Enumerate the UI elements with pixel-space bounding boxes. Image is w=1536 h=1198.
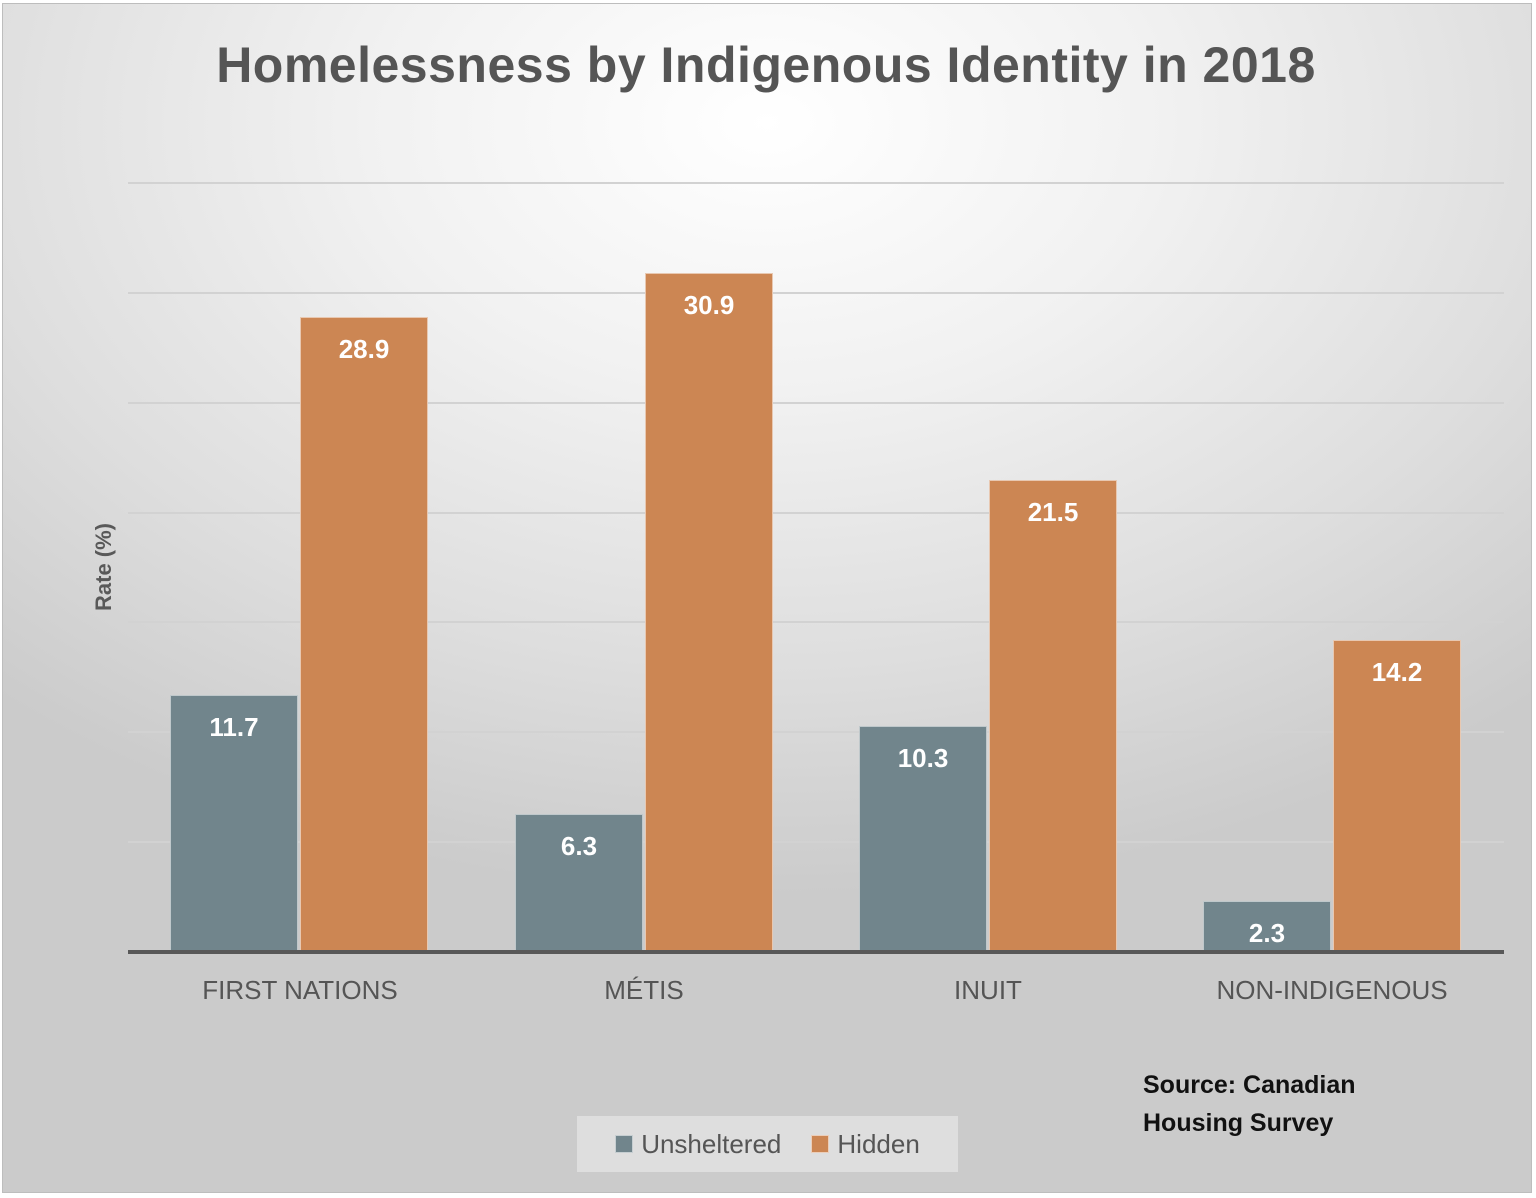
chart-title: Homelessness by Indigenous Identity in 2… — [0, 36, 1536, 94]
legend-item-unsheltered[interactable]: Unsheltered — [615, 1129, 781, 1160]
category-label-first-nations: FIRST NATIONS — [202, 975, 398, 1005]
gridline — [128, 621, 1504, 624]
source-line-2: Housing Survey — [1143, 1109, 1334, 1137]
source-note: Source: Canadian Housing Survey — [1143, 1066, 1443, 1142]
bar-unsheltered-2[interactable]: 10.3 — [859, 725, 987, 952]
gridline — [128, 401, 1504, 404]
bar-unsheltered-3[interactable]: 2.3 — [1203, 901, 1331, 952]
bar-unsheltered-0[interactable]: 11.7 — [170, 694, 298, 952]
legend-label-hidden: Hidden — [837, 1128, 920, 1159]
data-label: 21.5 — [1027, 496, 1079, 527]
data-label: 30.9 — [683, 290, 735, 321]
unsheltered-swatch-icon — [615, 1135, 634, 1153]
legend-item-hidden[interactable]: Hidden — [811, 1128, 920, 1160]
data-label: 11.7 — [209, 711, 259, 742]
source-line-1: Source: Canadian — [1143, 1071, 1356, 1099]
gridline — [128, 731, 1504, 734]
data-label: 14.2 — [1371, 657, 1423, 687]
y-axis-label: Rate (%) — [91, 522, 116, 612]
gridline — [128, 841, 1504, 844]
gridline — [128, 511, 1504, 514]
chart-title-text: Homelessness by Indigenous Identity in 2… — [216, 37, 1316, 93]
hidden-swatch-icon — [811, 1135, 830, 1153]
legend: Unsheltered Hidden — [577, 1116, 958, 1172]
data-label: 6.3 — [560, 830, 598, 861]
data-label: 10.3 — [897, 742, 949, 773]
legend-label-unsheltered: Unsheltered — [641, 1128, 782, 1159]
gridline — [128, 182, 1504, 184]
x-axis-line — [128, 950, 1504, 954]
bar-unsheltered-1[interactable]: 6.3 — [515, 813, 643, 952]
data-label: 28.9 — [338, 334, 390, 365]
gridline — [128, 291, 1504, 294]
category-label-non-indigenous: NON-INDIGENOUS — [1216, 975, 1448, 1005]
bar-hidden-0[interactable]: 28.9 — [300, 317, 428, 952]
category-label-metis: MÉTIS — [604, 975, 684, 1005]
bar-hidden-1[interactable]: 30.9 — [645, 273, 773, 952]
bar-hidden-2[interactable]: 21.5 — [989, 479, 1117, 952]
data-label: 2.3 — [1248, 918, 1286, 949]
bar-hidden-3[interactable]: 14.2 — [1333, 640, 1461, 952]
category-label-inuit: INUIT — [954, 975, 1022, 1005]
